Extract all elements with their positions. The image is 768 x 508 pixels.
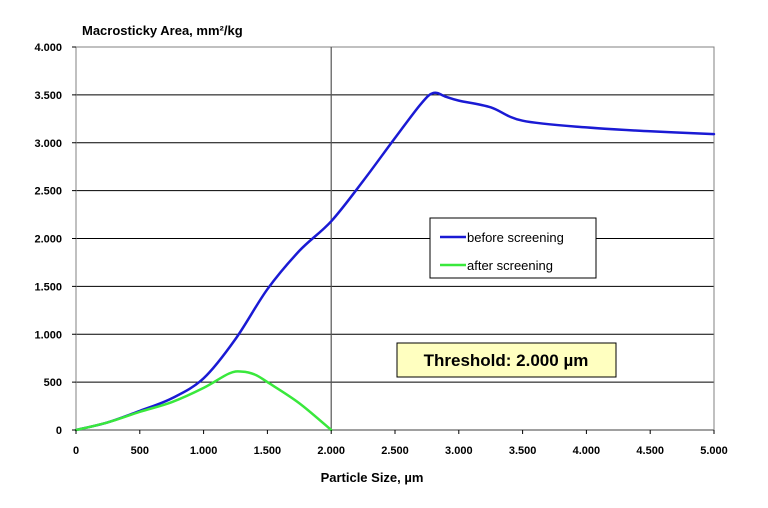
- threshold-annotation-text: Threshold: 2.000 µm: [424, 351, 589, 370]
- y-tick-label: 500: [44, 377, 62, 389]
- legend: before screening after screening: [429, 217, 597, 279]
- y-tick-label: 2.500: [34, 186, 62, 198]
- threshold-annotation-box: [396, 342, 617, 378]
- x-tick-label: 4.000: [573, 445, 601, 457]
- y-tick-label: 1.500: [34, 281, 62, 293]
- y-tick-label: 2.000: [34, 234, 62, 246]
- x-tick-label: 0: [73, 445, 79, 457]
- x-tick-label: 4.500: [636, 445, 664, 457]
- chart-title: Macrosticky Area, mm²/kg: [82, 23, 243, 38]
- y-axis-ticks: 0 500 1.000 1.500 2.000 2.500 3.000 3.500 4.000: [34, 42, 76, 437]
- threshold-annotation: Threshold: 2.000 µm: [396, 342, 617, 378]
- series-group: [74, 91, 716, 432]
- y-tick-label: 3.000: [34, 138, 62, 150]
- x-tick-label: 1.500: [254, 445, 282, 457]
- x-tick-label: 500: [131, 445, 149, 457]
- x-tick-label: 1.000: [190, 445, 218, 457]
- x-tick-label: 3.500: [509, 445, 537, 457]
- y-tick-label: 3.500: [34, 90, 62, 102]
- x-axis-label: Particle Size, µm: [321, 470, 424, 485]
- series-line-after-screening: [74, 370, 333, 432]
- x-axis-ticks: 0 500 1.000 1.500 2.000 2.500 3.000 3.500 4.000 4…: [73, 430, 728, 457]
- legend-label-after: after screening: [467, 258, 553, 273]
- x-tick-label: 5.000: [700, 445, 728, 457]
- series-line-before-screening: [74, 91, 716, 432]
- y-tick-label: 1.000: [34, 329, 62, 341]
- y-tick-label: 0: [56, 425, 62, 437]
- x-tick-label: 2.000: [317, 445, 345, 457]
- x-tick-label: 3.000: [445, 445, 473, 457]
- y-tick-label: 4.000: [34, 42, 62, 54]
- legend-label-before: before screening: [467, 230, 564, 245]
- legend-box: [429, 217, 597, 279]
- grid-lines: [75, 46, 714, 431]
- x-tick-label: 2.500: [381, 445, 409, 457]
